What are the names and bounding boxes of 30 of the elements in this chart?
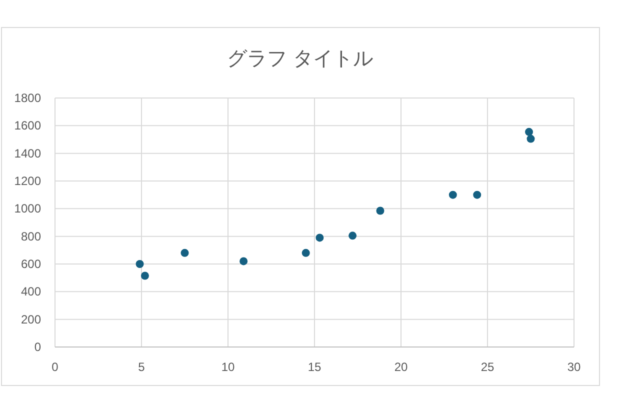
point bbox=[180, 248, 189, 257]
x-tick-label: 0 bbox=[52, 360, 59, 374]
point bbox=[348, 232, 357, 240]
y-tick-label: 0 bbox=[34, 340, 42, 354]
y-tick-label: 1000 bbox=[14, 202, 42, 216]
y-tick-label: 1200 bbox=[14, 174, 42, 188]
y-tick-label: 1800 bbox=[14, 91, 42, 105]
point bbox=[473, 190, 482, 199]
point bbox=[376, 206, 384, 215]
y-tick-label: 1600 bbox=[14, 118, 42, 133]
x-tick-label: 25 bbox=[480, 360, 494, 374]
y-tick-label: 200 bbox=[20, 312, 42, 326]
point bbox=[302, 248, 310, 257]
point bbox=[526, 134, 535, 143]
point bbox=[136, 260, 144, 268]
y-tick-label: 400 bbox=[20, 284, 42, 299]
point bbox=[525, 128, 534, 136]
chart-title: グラフ タイトル bbox=[227, 48, 373, 70]
y-tick-label: 1400 bbox=[14, 146, 42, 160]
x-tick-label: 30 bbox=[567, 360, 581, 374]
point bbox=[140, 272, 149, 280]
x-tick-label: 5 bbox=[138, 360, 146, 374]
point bbox=[316, 234, 324, 242]
point bbox=[448, 190, 457, 199]
x-tick-label: 15 bbox=[308, 360, 322, 374]
x-tick-label: 10 bbox=[221, 360, 235, 374]
y-tick-label: 600 bbox=[20, 257, 42, 271]
x-tick-label: 20 bbox=[394, 360, 408, 374]
y-tick-label: 800 bbox=[20, 229, 42, 244]
point bbox=[240, 257, 248, 266]
